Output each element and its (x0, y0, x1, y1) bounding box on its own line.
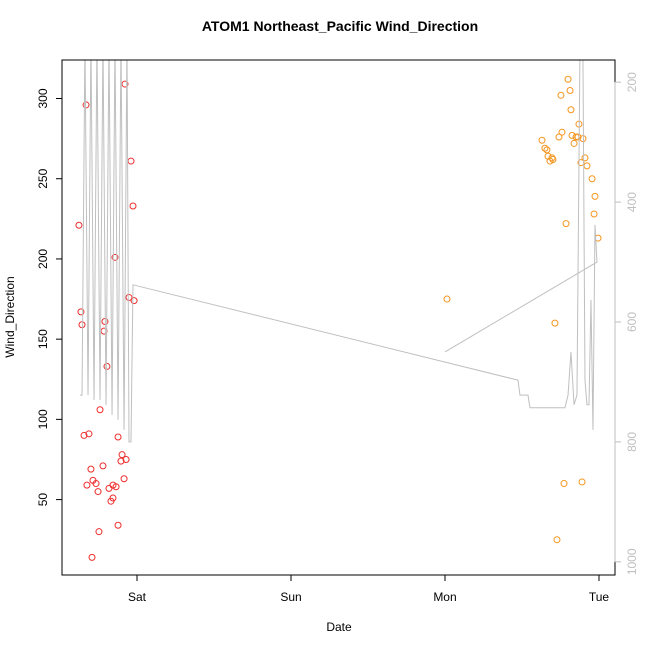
point (125, 293, 133, 301)
point (87, 465, 95, 473)
point (78, 321, 86, 329)
point (590, 210, 598, 218)
point (549, 155, 557, 163)
point (85, 430, 93, 438)
point (591, 192, 599, 200)
point (443, 295, 451, 303)
chart-title: ATOM1 Northeast_Pacific Wind_Direction (202, 18, 478, 34)
point (77, 308, 85, 316)
point (567, 106, 575, 114)
point (538, 136, 546, 144)
point (117, 457, 125, 465)
y-tick-label: 50 (36, 493, 50, 507)
y-tick-label: 150 (36, 329, 50, 349)
x-tick-label: Sun (280, 590, 301, 604)
point (121, 80, 129, 88)
point (578, 478, 586, 486)
point (92, 480, 100, 488)
point (111, 253, 119, 261)
x-tick-label: Tue (589, 590, 610, 604)
point (541, 144, 549, 152)
point (588, 175, 596, 183)
point (103, 362, 111, 370)
point (562, 220, 570, 228)
point (551, 319, 559, 327)
point (80, 431, 88, 439)
point (560, 480, 568, 488)
point (564, 75, 572, 83)
y2-tick-label: 800 (625, 432, 639, 452)
point (557, 91, 565, 99)
point (122, 455, 130, 463)
point (99, 462, 107, 470)
point (129, 202, 137, 210)
point (114, 433, 122, 441)
point (83, 481, 91, 489)
point (130, 297, 138, 305)
point (555, 133, 563, 141)
x-axis-label: Date (326, 620, 352, 634)
point (75, 221, 83, 229)
plot-area (75, 60, 602, 561)
y-tick-label: 200 (36, 249, 50, 269)
point (548, 154, 556, 162)
point (95, 528, 103, 536)
point (114, 521, 122, 529)
y2-tick-label: 600 (625, 312, 639, 332)
point (574, 133, 582, 141)
y-axis-label: Wind_Direction (3, 276, 17, 357)
point (112, 483, 120, 491)
point (120, 475, 128, 483)
point (553, 536, 561, 544)
point (570, 139, 578, 147)
x-tick-label: Sat (128, 590, 147, 604)
point (94, 488, 102, 496)
y2-tick-label: 200 (625, 72, 639, 92)
point (566, 86, 574, 94)
y-tick-label: 100 (36, 409, 50, 429)
line (80, 60, 598, 443)
point (581, 154, 589, 162)
y-tick-label: 250 (36, 168, 50, 188)
y2-tick-label: 400 (625, 192, 639, 212)
x-tick-label: Mon (433, 590, 456, 604)
y-tick-label: 300 (36, 88, 50, 108)
point (558, 128, 566, 136)
point (109, 494, 117, 502)
y2-tick-label: 1000 (625, 548, 639, 575)
point (88, 553, 96, 561)
point (543, 146, 551, 154)
point (96, 406, 104, 414)
point (118, 451, 126, 459)
